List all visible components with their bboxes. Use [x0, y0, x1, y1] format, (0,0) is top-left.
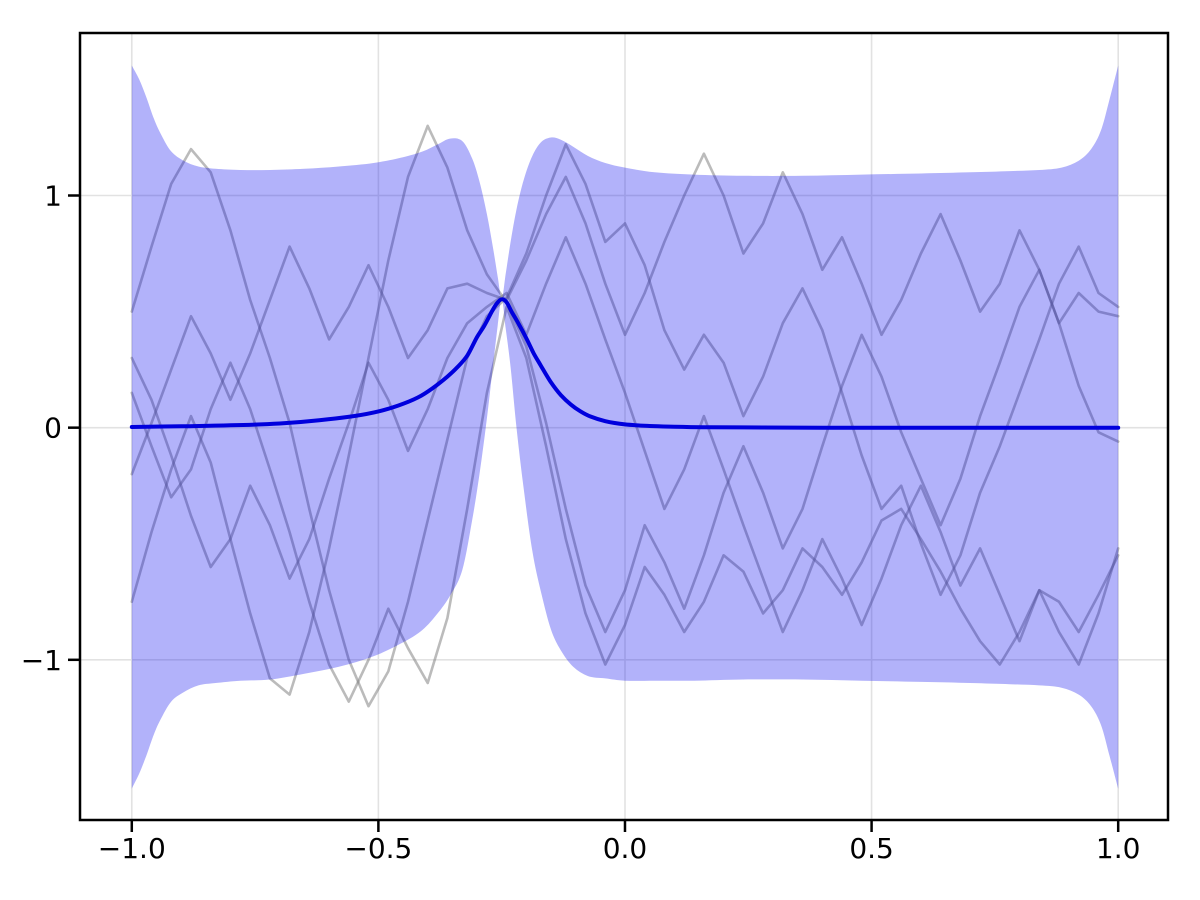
sample-path-2 — [130, 124, 1120, 696]
y-tick-label: −1 — [21, 644, 62, 677]
x-tick-label: 1.0 — [1096, 832, 1141, 865]
sample-path-5 — [130, 236, 1120, 666]
x-tick-label: −0.5 — [344, 832, 412, 865]
x-tick-label: 0.0 — [603, 832, 648, 865]
sample-path-4 — [130, 152, 1120, 476]
x-tick-label: 0.5 — [849, 832, 894, 865]
sample-path-3 — [130, 305, 1120, 703]
confidence-band — [131, 65, 1119, 789]
sample-paths — [130, 124, 1120, 708]
y-tick-label: 1 — [44, 180, 62, 213]
y-tick-label: 0 — [44, 412, 62, 445]
tick-marks — [68, 194, 1120, 832]
mean-line — [129, 297, 1121, 430]
tick-labels: −1.0 −0.5 0.0 0.5 1.0 1 0 −1 — [21, 180, 1141, 865]
x-tick-label: −1.0 — [98, 832, 166, 865]
